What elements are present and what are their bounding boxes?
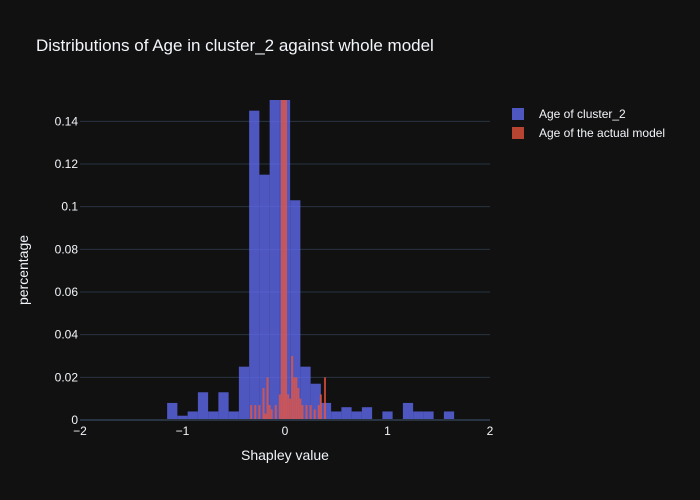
histogram-bar [301,405,304,420]
chart-title: Distributions of Age in cluster_2 agains… [36,36,434,55]
histogram-bar [323,377,326,420]
histogram-bar [295,377,298,420]
histogram-bar [197,392,209,420]
histogram-bar [293,377,296,420]
legend-swatch [512,127,524,139]
series-model-bars [250,100,326,420]
histogram-bar [382,411,393,420]
histogram-bar [351,411,362,420]
histogram-bar [291,356,294,420]
histogram-bar [289,398,292,420]
x-tick-label: −2 [73,424,87,438]
y-tick-label: 0.08 [55,242,79,256]
histogram-bar [341,407,352,420]
histogram-bar [264,413,267,420]
histogram-bar [266,377,269,420]
histogram-bar [187,411,198,420]
x-tick-label: 0 [282,424,289,438]
histogram-bar [285,100,288,420]
histogram-bar [361,407,373,420]
histogram-bar [310,383,321,420]
histogram-bar [290,200,301,420]
y-axis-title: percentage [15,235,31,305]
legend-label: Age of cluster_2 [539,107,626,121]
histogram-bar [278,394,281,420]
legend-label: Age of the actual model [539,126,665,140]
histogram-bar [238,366,250,420]
histogram-bar [443,411,455,420]
histogram-bar [423,411,434,420]
histogram-bar [167,402,178,420]
y-tick-label: 0.12 [55,157,79,171]
histogram-bar [299,398,302,420]
histogram-bar [274,405,277,420]
y-tick-label: 0.1 [61,200,78,214]
histogram-bar [259,174,270,420]
histogram-bar [309,405,312,420]
histogram-bar [254,405,257,420]
histogram-bar [228,411,239,420]
histogram-bar [280,100,283,420]
histogram-bar [300,366,311,420]
histogram-bar [317,405,320,420]
histogram-bar [258,405,261,420]
histogram-bar [270,409,273,420]
y-tick-label: 0.02 [55,370,79,384]
histogram-bar [269,100,280,420]
histogram-bar [413,411,424,420]
x-tick-label: −1 [176,424,190,438]
legend-item[interactable]: Age of the actual model [512,126,665,140]
legend-item[interactable]: Age of cluster_2 [512,107,626,121]
histogram-bar [249,110,260,421]
histogram-bar [287,394,290,420]
legend[interactable]: Age of cluster_2 Age of the actual model [512,107,665,140]
y-tick-label: 0.14 [55,114,79,128]
histogram-bar [305,405,308,420]
histogram-bar [402,402,414,420]
histogram-bar [297,388,300,420]
histogram-bar [218,392,229,420]
legend-swatch [512,108,524,120]
histogram-bar [282,100,285,420]
x-axis-title: Shapley value [241,447,329,463]
histogram-bar [177,415,188,420]
histogram-bar [268,405,271,420]
y-axis-ticks: 0 0.02 0.04 0.06 0.08 0.1 0.12 0.14 [55,114,79,427]
y-tick-label: 0 [71,413,78,427]
histogram-bar [250,405,253,420]
histogram-bar [313,409,316,420]
x-tick-label: 2 [487,424,494,438]
y-tick-label: 0.04 [55,328,79,342]
y-tick-label: 0.06 [55,285,79,299]
x-tick-label: 1 [384,424,391,438]
histogram-bar [331,411,342,420]
histogram-bar [208,411,219,420]
histogram-bar [262,388,265,420]
x-axis-ticks: −2 −1 0 1 2 [73,424,494,438]
histogram-bar [319,394,322,420]
